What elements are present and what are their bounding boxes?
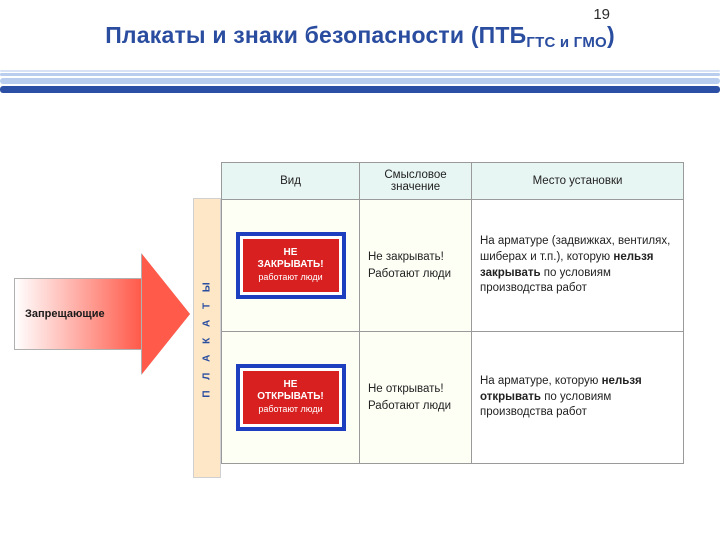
place-text: На арматуре (задвижках, вентилях, шибера… [480,234,675,296]
page-number: 19 [593,6,610,23]
sign-line: работают люди [248,272,334,283]
place-text: На арматуре, которую нельзя открывать по… [480,374,675,421]
safety-signs-table: Вид Смысловое значение Место установки Н… [221,162,684,464]
arrow-label: Запрещающие [25,308,105,320]
slide-title: Плакаты и знаки безопасности (ПТБГТС и Г… [0,22,720,49]
table-row: НЕ ЗАКРЫВАТЬ! работают люди Не закрывать… [222,200,684,332]
sign-line: НЕ [248,379,334,392]
table-row: НЕ ОТКРЫВАТЬ! работают люди Не открывать… [222,332,684,464]
sign-line: ЗАКРЫВАТЬ! [248,259,334,272]
vertical-band-posters: П Л А К А Т Ы [193,198,221,478]
meaning-text: Не открывать! Работают люди [368,381,463,414]
sign-line: ОТКРЫВАТЬ! [248,391,334,404]
sign-line: НЕ [248,247,334,260]
vertical-band-label: П Л А К А Т Ы [202,278,213,397]
title-tail: ) [607,22,615,48]
meaning-line: Не закрывать! [368,249,463,266]
title-subscript: ГТС и ГМО [526,34,607,51]
meaning-line: Не открывать! [368,381,463,398]
sign-do-not-open: НЕ ОТКРЫВАТЬ! работают люди [236,364,346,431]
title-main: Плакаты и знаки безопасности (ПТБ [105,22,526,48]
meaning-line: Работают люди [368,398,463,415]
table-header-type: Вид [222,163,360,200]
sign-line: работают люди [248,404,334,415]
title-underline [0,70,720,96]
meaning-line: Работают люди [368,266,463,283]
arrow-prohibiting: Запрещающие [14,278,142,350]
table-header-place: Место установки [472,163,684,200]
sign-do-not-close: НЕ ЗАКРЫВАТЬ! работают люди [236,232,346,299]
place-pre: На арматуре, которую [480,375,602,387]
table-header-meaning: Смысловое значение [360,163,472,200]
meaning-text: Не закрывать! Работают люди [368,249,463,282]
